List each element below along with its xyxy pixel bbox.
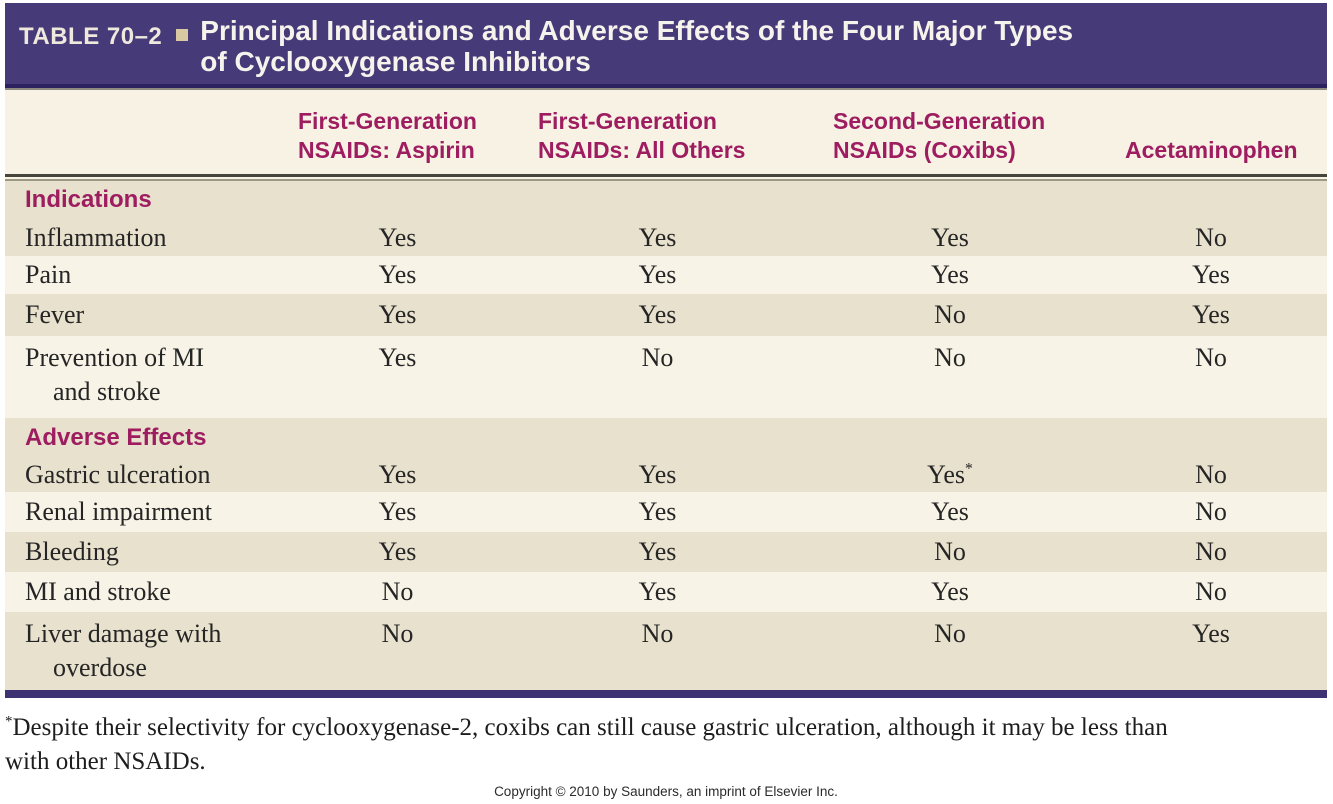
cell-value: Yes: [378, 460, 417, 489]
cell-value: Yes: [378, 260, 417, 289]
table-row: MI and stroke No Yes Yes No: [5, 572, 1327, 612]
cell-value: No: [1195, 577, 1227, 606]
table-row: Bleeding Yes Yes No No: [5, 532, 1327, 572]
row-label: Liver damage with overdose: [25, 619, 222, 682]
row-label: Pain: [25, 260, 72, 289]
column-header: Second-Generation NSAIDs (Coxibs): [833, 108, 1046, 163]
cell-value: Yes: [378, 222, 417, 252]
header-divider-rule: [5, 174, 1327, 181]
cell-value: No: [934, 619, 966, 648]
column-headers: First-Generation NSAIDs: Aspirin First-Ge…: [5, 90, 1327, 174]
table-title-bar: TABLE 70–2 Principal Indications and Adv…: [5, 3, 1327, 90]
data-table: Indications Inflammation Yes Yes Yes No Pain Ye…: [5, 181, 1327, 690]
table-row: Liver damage with overdose No No No Yes: [5, 612, 1327, 690]
footnote-asterisk: *: [5, 713, 13, 730]
section-header-row: Indications: [5, 181, 1327, 219]
cell-value: No: [934, 537, 966, 566]
cell-value: Yes: [638, 260, 677, 289]
table-number-label: TABLE 70–2: [19, 23, 163, 50]
row-label: Bleeding: [25, 537, 119, 566]
cell-value: No: [381, 577, 414, 606]
row-label: Inflammation: [25, 222, 167, 252]
cell-value: No: [1195, 343, 1227, 372]
column-header: First-Generation NSAIDs: All Others: [538, 108, 746, 163]
section-header-row: Adverse Effects: [5, 418, 1327, 458]
cell-value: Yes: [378, 343, 417, 372]
cell-value: Yes: [931, 260, 969, 289]
cell-value: Yes: [378, 497, 417, 526]
table-row: Gastric ulceration Yes Yes Yes* No: [5, 458, 1327, 492]
table-title: Principal Indications and Adverse Effect…: [200, 15, 1074, 77]
footnote-reference-asterisk: *: [965, 460, 973, 478]
cell-value: Yes: [638, 537, 677, 566]
table-row: Renal impairment Yes Yes Yes No: [5, 492, 1327, 532]
cell-value: No: [381, 619, 414, 648]
cell-value: Yes: [1192, 619, 1230, 648]
cell-value: Yes: [638, 222, 677, 252]
cell-value: No: [641, 619, 674, 648]
row-label: Gastric ulceration: [25, 460, 211, 489]
row-label: MI and stroke: [25, 577, 171, 606]
square-bullet-icon: [176, 29, 189, 41]
cell-value: Yes: [378, 537, 417, 566]
copyright-line: Copyright © 2010 by Saunders, an imprint…: [494, 784, 838, 799]
cell-value: Yes: [638, 497, 677, 526]
cell-value: Yes*: [927, 460, 973, 489]
cell-value: No: [934, 343, 966, 372]
cell-value: No: [641, 343, 674, 372]
footnote: *Despite their selectivity for cyclooxyg…: [5, 711, 1327, 779]
cell-value: Yes: [378, 300, 417, 329]
cell-value: Yes: [1192, 260, 1230, 289]
table-row: Inflammation Yes Yes Yes No: [5, 219, 1327, 256]
footnote-text: Despite their selectivity for cyclooxyge…: [5, 714, 1168, 775]
section-header-label: Indications: [25, 186, 152, 213]
cell-value: Yes: [1192, 300, 1230, 329]
cell-value: No: [1195, 460, 1227, 489]
table-row: Pain Yes Yes Yes Yes: [5, 256, 1327, 294]
row-label: Fever: [25, 300, 85, 329]
row-label: Prevention of MI and stroke: [25, 343, 205, 406]
cell-value: Yes: [638, 460, 677, 489]
section-header-label: Adverse Effects: [25, 424, 207, 451]
table-bottom-border: [5, 690, 1327, 698]
cell-value: No: [1195, 497, 1227, 526]
cell-value: Yes: [931, 577, 969, 606]
row-label: Renal impairment: [25, 497, 213, 526]
cell-value: Yes: [638, 577, 677, 606]
table-figure: TABLE 70–2 Principal Indications and Adv…: [5, 3, 1327, 799]
cell-value: Yes: [638, 300, 677, 329]
cell-value: No: [1195, 537, 1227, 566]
column-header: Acetaminophen: [1125, 137, 1298, 163]
cell-value: Yes: [931, 222, 969, 252]
column-header: First-Generation NSAIDs: Aspirin: [298, 108, 477, 163]
cell-value: No: [934, 300, 966, 329]
table-row: Fever Yes Yes No Yes: [5, 294, 1327, 336]
cell-value: Yes: [931, 497, 969, 526]
table-row: Prevention of MI and stroke Yes No No No: [5, 336, 1327, 418]
cell-value: No: [1195, 222, 1227, 252]
